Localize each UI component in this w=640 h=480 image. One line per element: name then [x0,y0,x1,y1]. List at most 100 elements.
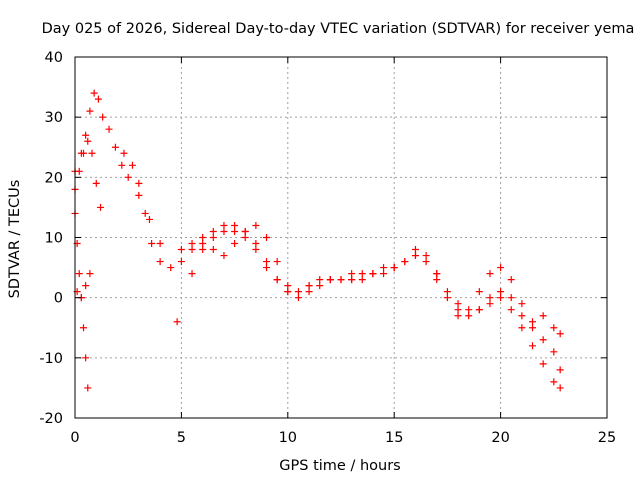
x-tick-label: 0 [70,430,79,446]
series-track-b [71,137,105,211]
data-point [422,258,430,266]
data-point [539,312,547,320]
data-point [529,342,537,350]
data-point [294,288,302,296]
data-point [199,240,207,248]
data-point [86,107,94,115]
data-points [71,89,564,392]
data-point [550,378,558,386]
data-point [486,270,494,278]
data-point [486,300,494,308]
data-point [465,306,473,314]
data-point [75,270,83,278]
data-point [156,258,164,266]
data-point [539,360,547,368]
data-point [411,252,419,260]
chart-title: Day 025 of 2026, Sidereal Day-to-day VTE… [42,21,635,37]
data-point [209,246,217,254]
data-point [199,246,207,254]
data-point [82,354,90,362]
data-point [209,234,217,241]
data-point [92,179,100,187]
series-track-g [177,221,564,338]
data-point [550,324,558,332]
data-point [118,161,126,169]
data-point [82,131,90,139]
data-point [443,294,451,302]
data-point [241,227,249,235]
series-track-f [124,173,564,374]
data-point [443,288,451,296]
data-point [337,276,345,284]
data-point [497,294,505,302]
data-point [518,312,526,320]
data-point [529,318,537,326]
data-point [380,264,388,272]
data-point [556,384,564,392]
data-point [380,270,388,278]
data-point [358,276,366,284]
series-track-d [73,270,94,302]
data-point [454,306,462,314]
data-point [369,270,377,278]
data-point [465,312,473,320]
data-point [105,125,113,133]
data-point [156,240,164,248]
data-point [177,246,185,254]
data-point [497,264,505,272]
data-point [86,270,94,278]
series-track-a [71,89,126,175]
data-point [433,276,441,284]
x-tick-label: 10 [279,430,297,446]
data-point [294,294,302,302]
data-point [145,215,153,223]
data-point [305,282,313,290]
data-point [475,288,483,296]
data-point [284,288,292,296]
data-point [316,276,324,284]
data-point [80,149,88,157]
data-point [97,203,105,211]
data-point [188,240,196,248]
data-point [199,234,207,241]
grid-lines [75,57,607,418]
y-tick-label: 0 [54,291,63,307]
y-axis-label: SDTVAR / TECUs [7,180,23,299]
data-point [401,258,409,266]
data-point [518,324,526,332]
data-point [124,173,132,181]
data-point [486,294,494,302]
data-point [141,209,149,217]
data-point [252,221,260,229]
data-point [99,113,107,121]
data-point [135,191,143,199]
data-point [231,221,239,229]
data-point [284,282,292,290]
data-point [263,234,271,241]
data-point [82,282,90,290]
data-point [252,240,260,248]
y-tick-label: 30 [45,110,63,126]
x-axis-label: GPS time / hours [279,458,400,474]
data-point [252,246,260,254]
data-point [305,288,313,296]
data-point [148,240,156,248]
data-point [94,95,102,103]
data-point [433,270,441,278]
data-point [220,252,228,260]
data-point [422,252,430,260]
data-point [220,221,228,229]
data-point [90,89,98,97]
x-tick-label: 20 [491,430,509,446]
data-point [120,149,128,157]
data-point [177,258,185,266]
data-point [348,270,356,278]
data-point [173,318,181,326]
data-point [497,288,505,296]
data-point [84,384,92,392]
data-point [273,258,281,266]
data-point [128,161,136,169]
data-point [358,270,366,278]
data-point [390,264,398,272]
